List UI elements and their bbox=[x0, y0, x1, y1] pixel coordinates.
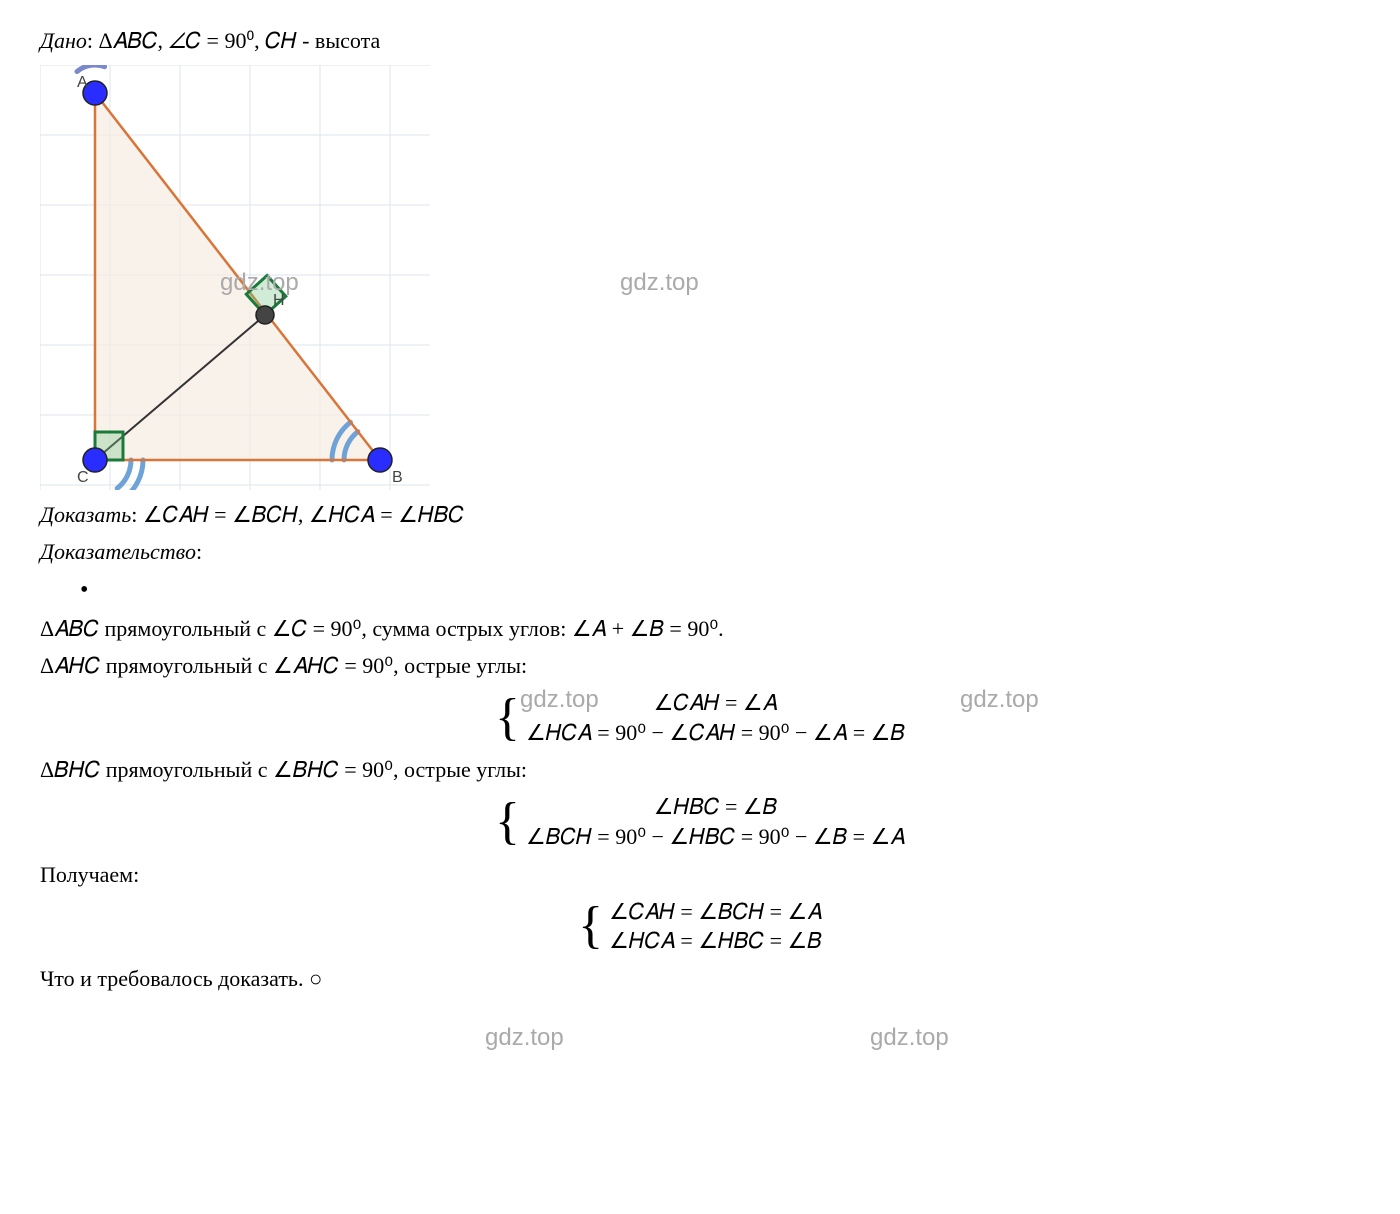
svg-text:C: C bbox=[77, 469, 89, 486]
sys2-line-b: ∠𝐵𝐶𝐻 = 90⁰ − ∠𝐻𝐵𝐶 = 90⁰ − ∠𝐵 = ∠𝐴 bbox=[526, 822, 905, 852]
system-3: { ∠𝐶𝐴𝐻 = ∠𝐵𝐶𝐻 = ∠𝐴 ∠𝐻𝐶𝐴 = ∠𝐻𝐵𝐶 = ∠𝐵 bbox=[40, 897, 1360, 956]
brace-icon: { bbox=[495, 800, 520, 844]
watermark-text: gdz.top bbox=[870, 1020, 949, 1056]
sys3-line-b: ∠𝐻𝐶𝐴 = ∠𝐻𝐵𝐶 = ∠𝐵 bbox=[609, 926, 822, 956]
sys1-line-b: ∠𝐻𝐶𝐴 = 90⁰ − ∠𝐶𝐴𝐻 = 90⁰ − ∠𝐴 = ∠𝐵 bbox=[526, 718, 905, 748]
sys1-line-a: ∠𝐶𝐴𝐻 = ∠𝐴 bbox=[654, 688, 778, 718]
diagram-svg: A C B H bbox=[40, 65, 430, 490]
brace-icon: { bbox=[495, 696, 520, 740]
system-2: { ∠𝐻𝐵𝐶 = ∠𝐵 ∠𝐵𝐶𝐻 = 90⁰ − ∠𝐻𝐵𝐶 = 90⁰ − ∠𝐵… bbox=[40, 792, 1360, 851]
proof-label: Доказательство bbox=[40, 539, 196, 564]
sys2-line-a: ∠𝐻𝐵𝐶 = ∠𝐵 bbox=[654, 792, 778, 822]
body-line-3: Δ𝐵𝐻𝐶 прямоугольный с ∠𝐵𝐻𝐶 = 90⁰, острые … bbox=[40, 753, 1360, 786]
given-text: : Δ𝐴𝐵𝐶, ∠𝐶 = 90⁰, 𝐶𝐻 - высота bbox=[87, 28, 380, 53]
brace-icon: { bbox=[578, 904, 603, 948]
bullet-mark: • bbox=[40, 572, 1360, 608]
svg-text:B: B bbox=[392, 469, 403, 486]
body-line-2: Δ𝐴𝐻𝐶 прямоугольный с ∠𝐴𝐻𝐶 = 90⁰, острые … bbox=[40, 649, 1360, 682]
prove-text: : ∠𝐶𝐴𝐻 = ∠𝐵𝐶𝐻, ∠𝐻𝐶𝐴 = ∠𝐻𝐵𝐶 bbox=[131, 502, 464, 527]
watermark-text: gdz.top bbox=[485, 1020, 564, 1056]
body-line-4: Получаем: bbox=[40, 858, 1360, 891]
body-line-1: Δ𝐴𝐵𝐶 прямоугольный с ∠𝐶 = 90⁰, сумма ост… bbox=[40, 612, 1360, 645]
qed-line: Что и требовалось доказать. ○ bbox=[40, 962, 1360, 995]
prove-line: Доказать: ∠𝐶𝐴𝐻 = ∠𝐵𝐶𝐻, ∠𝐻𝐶𝐴 = ∠𝐻𝐵𝐶 bbox=[40, 498, 1360, 531]
svg-text:A: A bbox=[77, 74, 88, 91]
proof-label-line: Доказательство: bbox=[40, 535, 1360, 568]
given-label: Дано bbox=[40, 28, 87, 53]
sys3-line-a: ∠𝐶𝐴𝐻 = ∠𝐵𝐶𝐻 = ∠𝐴 bbox=[609, 897, 822, 927]
triangle-diagram: A C B H bbox=[40, 65, 430, 490]
colon: : bbox=[196, 539, 202, 564]
prove-label: Доказать bbox=[40, 502, 131, 527]
svg-text:H: H bbox=[273, 292, 285, 309]
system-1: { ∠𝐶𝐴𝐻 = ∠𝐴 ∠𝐻𝐶𝐴 = 90⁰ − ∠𝐶𝐴𝐻 = 90⁰ − ∠𝐴… bbox=[40, 688, 1360, 747]
diagram-row: A C B H bbox=[40, 65, 1360, 490]
given-line: Дано: Δ𝐴𝐵𝐶, ∠𝐶 = 90⁰, 𝐶𝐻 - высота bbox=[40, 24, 1360, 57]
